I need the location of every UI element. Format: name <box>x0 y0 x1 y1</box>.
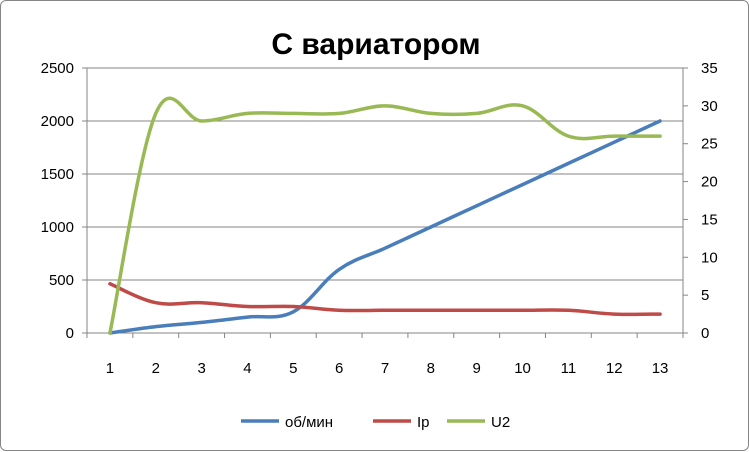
legend-label: об/мин <box>285 414 333 431</box>
right-tick-label: 25 <box>701 136 718 153</box>
series-line <box>110 98 660 333</box>
left-tick-label: 500 <box>49 272 74 289</box>
left-tick-label: 1500 <box>41 166 74 183</box>
right-axis-ticks: 0 5 10 15 20 25 30 35 <box>701 60 718 342</box>
x-tick-label: 2 <box>152 360 160 377</box>
x-tick-label: 5 <box>289 360 297 377</box>
left-axis-ticks: 0 500 1000 1500 2000 2500 <box>41 60 74 342</box>
legend-label: Ip <box>417 414 430 431</box>
x-tick-label: 1 <box>106 360 114 377</box>
right-tick-label: 30 <box>701 98 718 115</box>
axes <box>82 68 688 338</box>
x-tick-label: 13 <box>652 360 669 377</box>
series-line <box>110 284 660 315</box>
x-tick-label: 7 <box>381 360 389 377</box>
x-tick-label: 3 <box>197 360 205 377</box>
x-tick-label: 9 <box>473 360 481 377</box>
legend-label: U2 <box>491 414 510 431</box>
right-tick-label: 5 <box>701 287 709 304</box>
x-tick-label: 6 <box>335 360 343 377</box>
left-tick-label: 2000 <box>41 113 74 130</box>
legend: об/мин Ip U2 <box>241 414 510 431</box>
x-tick-label: 12 <box>606 360 623 377</box>
right-tick-label: 35 <box>701 60 718 77</box>
x-tick-label: 11 <box>561 360 577 377</box>
x-tick-label: 8 <box>427 360 435 377</box>
left-tick-label: 1000 <box>41 219 74 236</box>
left-tick-label: 2500 <box>41 60 74 77</box>
chart-title: С вариатором <box>271 28 480 61</box>
series-lines <box>110 98 660 333</box>
right-tick-label: 10 <box>701 249 718 266</box>
right-tick-label: 20 <box>701 174 718 191</box>
left-tick-label: 0 <box>66 325 74 342</box>
x-tick-label: 10 <box>514 360 531 377</box>
right-tick-label: 15 <box>701 211 718 228</box>
x-tick-label: 4 <box>243 360 251 377</box>
right-tick-label: 0 <box>701 325 709 342</box>
